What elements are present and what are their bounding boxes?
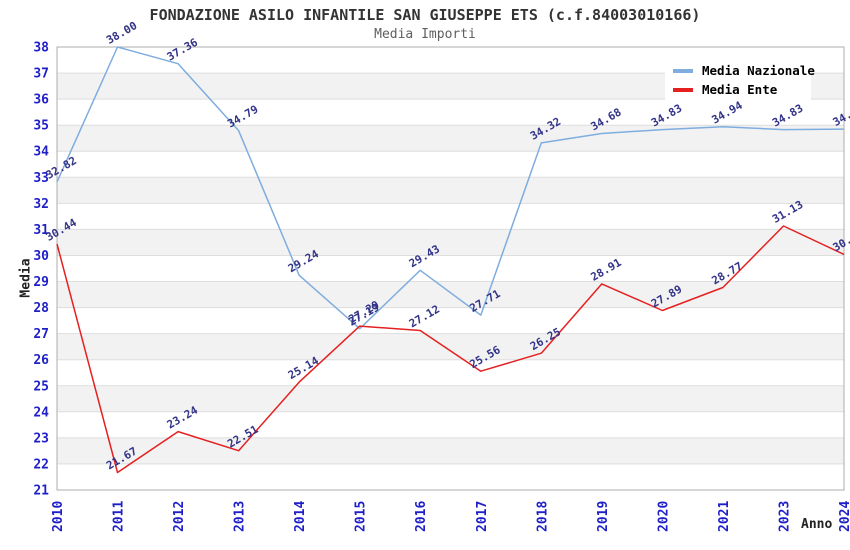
legend-swatch-ente-icon xyxy=(673,87,693,92)
x-tick-label: 2017 xyxy=(475,501,490,532)
y-axis-title: Media xyxy=(18,258,34,298)
chart-subtitle: Media Importi xyxy=(374,27,476,42)
x-tick-label: 2014 xyxy=(293,501,308,532)
point-label: 28.91 xyxy=(588,256,624,284)
y-tick-label: 22 xyxy=(33,457,49,472)
point-label: 34.94 xyxy=(710,99,746,127)
plot-band xyxy=(57,281,844,308)
y-tick-label: 25 xyxy=(33,379,49,394)
series-line-ente xyxy=(56,225,845,474)
point-label: 38.00 xyxy=(104,19,139,47)
legend-item-media-nazionale: Media Nazionale xyxy=(673,62,815,79)
legend-item-media-ente: Media Ente xyxy=(673,81,803,98)
y-tick-label: 23 xyxy=(33,431,49,446)
plot-band xyxy=(57,437,844,464)
y-tick-label: 29 xyxy=(33,275,49,290)
x-tick-label: 2010 xyxy=(51,501,66,532)
y-tick-label: 36 xyxy=(33,93,49,108)
legend-swatch-nazionale-icon xyxy=(673,68,693,73)
y-tick-label: 35 xyxy=(33,119,49,134)
y-tick-label: 37 xyxy=(33,67,49,82)
y-tick-label: 34 xyxy=(33,145,49,160)
x-tick-label: 2018 xyxy=(535,501,550,532)
plot-band xyxy=(57,333,844,360)
x-tick-label: 2024 xyxy=(838,501,850,532)
plot-band xyxy=(57,125,844,152)
point-label: 37.36 xyxy=(165,36,201,64)
x-tick-label: 2023 xyxy=(778,501,793,532)
y-tick-label: 24 xyxy=(33,405,49,420)
y-tick-label: 30 xyxy=(33,249,49,264)
plot-band xyxy=(57,229,844,256)
x-tick-label: 2011 xyxy=(112,501,127,532)
legend-label: Media Ente xyxy=(702,82,778,97)
x-tick-label: 2016 xyxy=(414,501,429,532)
x-tick-label: 2012 xyxy=(172,501,187,532)
plot-band xyxy=(57,385,844,412)
y-tick-label: 32 xyxy=(33,197,49,212)
x-tick-label: 2020 xyxy=(656,501,671,532)
y-tick-label: 33 xyxy=(33,171,49,186)
x-tick-label: 2015 xyxy=(354,501,369,532)
y-tick-label: 26 xyxy=(33,353,49,368)
plot-border xyxy=(56,46,845,491)
y-tick-label: 28 xyxy=(33,301,49,316)
x-tick-label: 2013 xyxy=(233,501,248,532)
series-line-nazionale xyxy=(56,46,845,330)
x-axis-title: Anno xyxy=(801,517,833,532)
y-tick-label: 27 xyxy=(33,327,49,342)
legend: Media Nazionale Media Ente xyxy=(665,55,815,100)
x-tick-label: 2019 xyxy=(596,501,611,532)
legend-label: Media Nazionale xyxy=(702,63,815,78)
y-tick-label: 21 xyxy=(33,484,49,499)
x-tick-label: 2021 xyxy=(717,501,732,532)
y-tick-label: 31 xyxy=(33,223,49,238)
chart-title: FONDAZIONE ASILO INFANTILE SAN GIUSEPPE … xyxy=(149,6,701,24)
plot-band xyxy=(57,177,844,204)
y-tick-label: 38 xyxy=(33,41,49,56)
